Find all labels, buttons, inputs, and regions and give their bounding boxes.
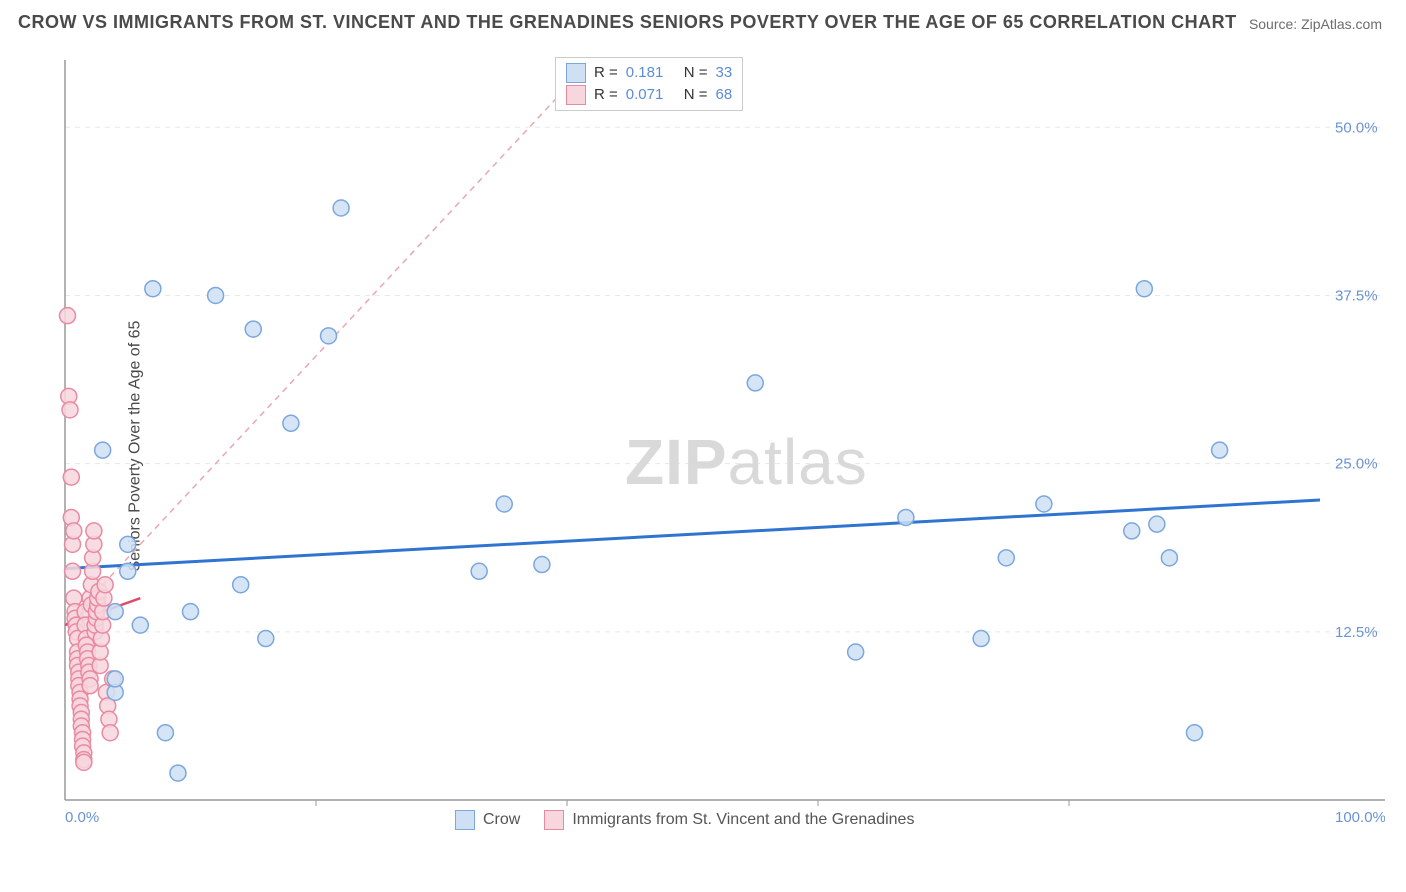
r-label-1: R = <box>594 84 618 106</box>
legend-item-crow: Crow <box>455 810 520 830</box>
chart-svg: 12.5% 25.0% 37.5% 50.0% 0.0% 100.0% <box>55 55 1385 835</box>
stats-row-0: R = 0.181 N = 33 <box>566 62 732 84</box>
legend-label-immigrants: Immigrants from St. Vincent and the Gren… <box>572 811 914 829</box>
r-val-1: 0.071 <box>626 84 676 106</box>
swatch-immigrants <box>566 85 586 105</box>
n-label-0: N = <box>684 62 708 84</box>
legend-swatch-immigrants <box>544 810 564 830</box>
n-val-0: 33 <box>716 62 733 84</box>
svg-text:0.0%: 0.0% <box>65 809 99 826</box>
svg-text:50.0%: 50.0% <box>1335 119 1378 136</box>
svg-text:37.5%: 37.5% <box>1335 287 1378 304</box>
r-val-0: 0.181 <box>626 62 676 84</box>
legend-label-crow: Crow <box>483 811 520 829</box>
plot-area: 12.5%25.0%37.5%50.0%0.0%100.0% ZIPatlas … <box>55 55 1385 835</box>
svg-text:12.5%: 12.5% <box>1335 624 1378 641</box>
source-label: Source: ZipAtlas.com <box>1249 16 1382 32</box>
legend-swatch-crow <box>455 810 475 830</box>
svg-text:25.0%: 25.0% <box>1335 456 1378 473</box>
n-label-1: N = <box>684 84 708 106</box>
bottom-legend: Crow Immigrants from St. Vincent and the… <box>455 810 914 830</box>
chart-container: CROW VS IMMIGRANTS FROM ST. VINCENT AND … <box>0 0 1406 892</box>
stats-legend: R = 0.181 N = 33 R = 0.071 N = 68 <box>555 57 743 111</box>
swatch-crow <box>566 63 586 83</box>
n-val-1: 68 <box>716 84 733 106</box>
r-label-0: R = <box>594 62 618 84</box>
legend-item-immigrants: Immigrants from St. Vincent and the Gren… <box>544 810 914 830</box>
chart-title: CROW VS IMMIGRANTS FROM ST. VINCENT AND … <box>18 12 1237 33</box>
stats-row-1: R = 0.071 N = 68 <box>566 84 732 106</box>
svg-text:100.0%: 100.0% <box>1335 809 1385 826</box>
